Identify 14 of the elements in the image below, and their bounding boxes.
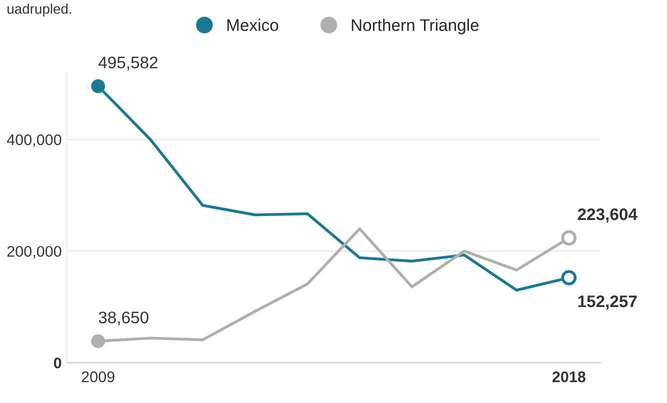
y-tick-label: 0	[54, 358, 62, 368]
data-label: 495,582	[98, 56, 158, 70]
x-tick-label: 2009	[82, 371, 114, 382]
x-tick-label: 2018	[552, 371, 586, 382]
legend-label: Northern Triangle	[352, 18, 479, 34]
point	[91, 334, 106, 348]
y-tick-label: 400,000	[6, 134, 62, 147]
y-tick-label: 200,000	[7, 246, 62, 259]
chart-subtitle: uadrupled.	[8, 4, 72, 17]
data-label: 38,650	[98, 312, 148, 326]
point	[91, 79, 106, 94]
data-label: 223,604	[578, 208, 638, 223]
data-label: 152,257	[578, 295, 637, 310]
legend-label: Mexico	[227, 18, 278, 32]
